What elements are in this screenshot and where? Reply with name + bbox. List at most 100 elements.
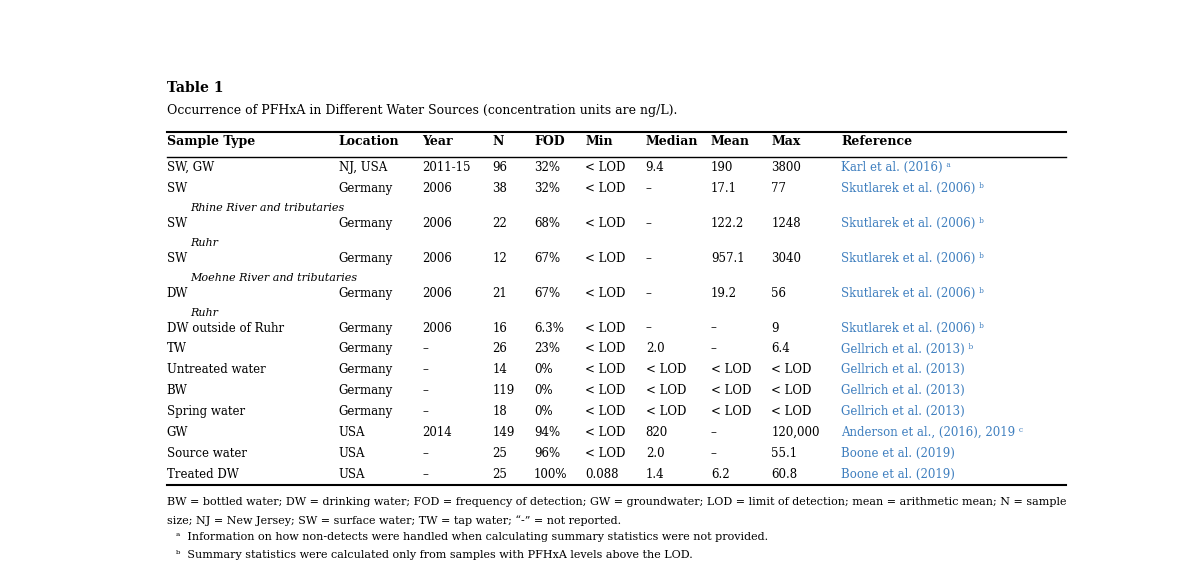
Text: 2.0: 2.0	[646, 342, 665, 355]
Text: 23%: 23%	[534, 342, 560, 355]
Text: Gellrich et al. (2013): Gellrich et al. (2013)	[841, 405, 965, 418]
Text: 2011-15: 2011-15	[422, 161, 470, 174]
Text: Germany: Germany	[338, 217, 394, 230]
Text: Untreated water: Untreated water	[167, 363, 265, 376]
Text: 12: 12	[492, 252, 506, 265]
Text: Gellrich et al. (2013): Gellrich et al. (2013)	[841, 384, 965, 397]
Text: Skutlarek et al. (2006) ᵇ: Skutlarek et al. (2006) ᵇ	[841, 287, 984, 300]
Text: Germany: Germany	[338, 182, 394, 195]
Text: 6.3%: 6.3%	[534, 321, 564, 335]
Text: –: –	[710, 447, 716, 460]
Text: Germany: Germany	[338, 342, 394, 355]
Text: < LOD: < LOD	[772, 384, 811, 397]
Text: < LOD: < LOD	[586, 426, 625, 439]
Text: < LOD: < LOD	[586, 447, 625, 460]
Text: 957.1: 957.1	[710, 252, 744, 265]
Text: < LOD: < LOD	[772, 363, 811, 376]
Text: 32%: 32%	[534, 161, 560, 174]
Text: Gellrich et al. (2013): Gellrich et al. (2013)	[841, 363, 965, 376]
Text: 67%: 67%	[534, 287, 560, 300]
Text: –: –	[646, 287, 652, 300]
Text: Germany: Germany	[338, 405, 394, 418]
Text: 2006: 2006	[422, 252, 452, 265]
Text: Location: Location	[338, 135, 400, 148]
Text: 0%: 0%	[534, 405, 553, 418]
Text: Skutlarek et al. (2006) ᵇ: Skutlarek et al. (2006) ᵇ	[841, 321, 984, 335]
Text: 68%: 68%	[534, 217, 560, 230]
Text: 119: 119	[492, 384, 515, 397]
Text: 38: 38	[492, 182, 508, 195]
Text: –: –	[422, 342, 428, 355]
Text: size; NJ = New Jersey; SW = surface water; TW = tap water; “-” = not reported.: size; NJ = New Jersey; SW = surface wate…	[167, 515, 620, 526]
Text: 22: 22	[492, 217, 506, 230]
Text: –: –	[422, 384, 428, 397]
Text: –: –	[710, 342, 716, 355]
Text: –: –	[422, 468, 428, 481]
Text: < LOD: < LOD	[586, 363, 625, 376]
Text: 14: 14	[492, 363, 508, 376]
Text: 0%: 0%	[534, 363, 553, 376]
Text: 9.4: 9.4	[646, 161, 665, 174]
Text: < LOD: < LOD	[586, 384, 625, 397]
Text: Germany: Germany	[338, 363, 394, 376]
Text: Treated DW: Treated DW	[167, 468, 239, 481]
Text: Max: Max	[772, 135, 800, 148]
Text: –: –	[710, 426, 716, 439]
Text: 18: 18	[492, 405, 506, 418]
Text: 25: 25	[492, 447, 508, 460]
Text: BW = bottled water; DW = drinking water; FOD = frequency of detection; GW = grou: BW = bottled water; DW = drinking water;…	[167, 498, 1067, 507]
Text: < LOD: < LOD	[646, 363, 686, 376]
Text: 2006: 2006	[422, 217, 452, 230]
Text: Karl et al. (2016) ᵃ: Karl et al. (2016) ᵃ	[841, 161, 950, 174]
Text: –: –	[646, 217, 652, 230]
Text: Year: Year	[422, 135, 454, 148]
Text: Germany: Germany	[338, 287, 394, 300]
Text: < LOD: < LOD	[710, 384, 751, 397]
Text: Germany: Germany	[338, 252, 394, 265]
Text: 9: 9	[772, 321, 779, 335]
Text: Skutlarek et al. (2006) ᵇ: Skutlarek et al. (2006) ᵇ	[841, 252, 984, 265]
Text: Skutlarek et al. (2006) ᵇ: Skutlarek et al. (2006) ᵇ	[841, 217, 984, 230]
Text: ᵇ  Summary statistics were calculated only from samples with PFHxA levels above : ᵇ Summary statistics were calculated onl…	[176, 550, 692, 560]
Text: < LOD: < LOD	[772, 405, 811, 418]
Text: Rhine River and tributaries: Rhine River and tributaries	[190, 203, 344, 213]
Text: Ruhr: Ruhr	[190, 238, 218, 248]
Text: SW: SW	[167, 182, 187, 195]
Text: Skutlarek et al. (2006) ᵇ: Skutlarek et al. (2006) ᵇ	[841, 182, 984, 195]
Text: Min: Min	[586, 135, 613, 148]
Text: 16: 16	[492, 321, 508, 335]
Text: 3040: 3040	[772, 252, 802, 265]
Text: Anderson et al., (2016), 2019 ᶜ: Anderson et al., (2016), 2019 ᶜ	[841, 426, 1022, 439]
Text: 21: 21	[492, 287, 506, 300]
Text: –: –	[710, 321, 716, 335]
Text: USA: USA	[338, 468, 365, 481]
Text: 55.1: 55.1	[772, 447, 797, 460]
Text: 6.4: 6.4	[772, 342, 790, 355]
Text: 77: 77	[772, 182, 786, 195]
Text: SW: SW	[167, 252, 187, 265]
Text: < LOD: < LOD	[586, 321, 625, 335]
Text: < LOD: < LOD	[586, 252, 625, 265]
Text: 94%: 94%	[534, 426, 560, 439]
Text: 25: 25	[492, 468, 508, 481]
Text: Source water: Source water	[167, 447, 247, 460]
Text: SW: SW	[167, 217, 187, 230]
Text: GW: GW	[167, 426, 188, 439]
Text: Ruhr: Ruhr	[190, 308, 218, 318]
Text: –: –	[646, 321, 652, 335]
Text: 60.8: 60.8	[772, 468, 797, 481]
Text: –: –	[422, 405, 428, 418]
Text: Table 1: Table 1	[167, 81, 223, 95]
Text: USA: USA	[338, 426, 365, 439]
Text: < LOD: < LOD	[586, 161, 625, 174]
Text: 0%: 0%	[534, 384, 553, 397]
Text: 56: 56	[772, 287, 786, 300]
Text: ᵃ  Information on how non-detects were handled when calculating summary statisti: ᵃ Information on how non-detects were ha…	[176, 532, 768, 542]
Text: 0.088: 0.088	[586, 468, 619, 481]
Text: 96%: 96%	[534, 447, 560, 460]
Text: Boone et al. (2019): Boone et al. (2019)	[841, 468, 955, 481]
Text: –: –	[646, 182, 652, 195]
Text: NJ, USA: NJ, USA	[338, 161, 388, 174]
Text: < LOD: < LOD	[646, 384, 686, 397]
Text: SW, GW: SW, GW	[167, 161, 214, 174]
